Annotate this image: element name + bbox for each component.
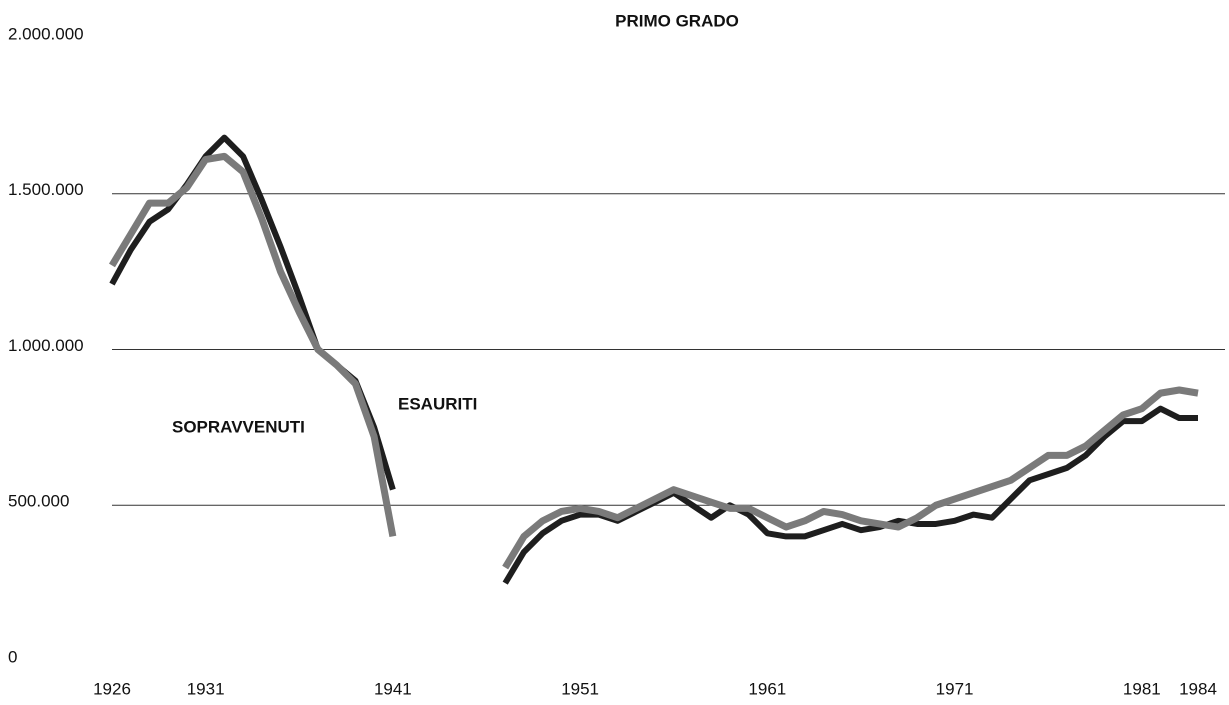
x-tick-label: 1984: [1179, 679, 1217, 698]
x-tick-label: 1941: [374, 679, 412, 698]
series-label: ESAURITI: [398, 394, 477, 413]
x-tick-label: 1981: [1123, 679, 1161, 698]
y-tick-label: 500.000: [8, 492, 69, 511]
y-tick-label: 2.000.000: [8, 24, 84, 43]
chart-title: PRIMO GRADO: [615, 11, 739, 30]
x-tick-label: 1961: [748, 679, 786, 698]
x-tick-label: 1931: [187, 679, 225, 698]
y-tick-label: 1.000.000: [8, 336, 84, 355]
series-label: SOPRAVVENUTI: [172, 417, 305, 436]
x-tick-label: 1951: [561, 679, 599, 698]
x-tick-label: 1926: [93, 679, 131, 698]
y-tick-label: 1.500.000: [8, 180, 84, 199]
x-tick-label: 1971: [936, 679, 974, 698]
series-line: [502, 386, 1199, 570]
y-tick-label: 0: [8, 647, 17, 666]
series-line: [109, 152, 397, 538]
